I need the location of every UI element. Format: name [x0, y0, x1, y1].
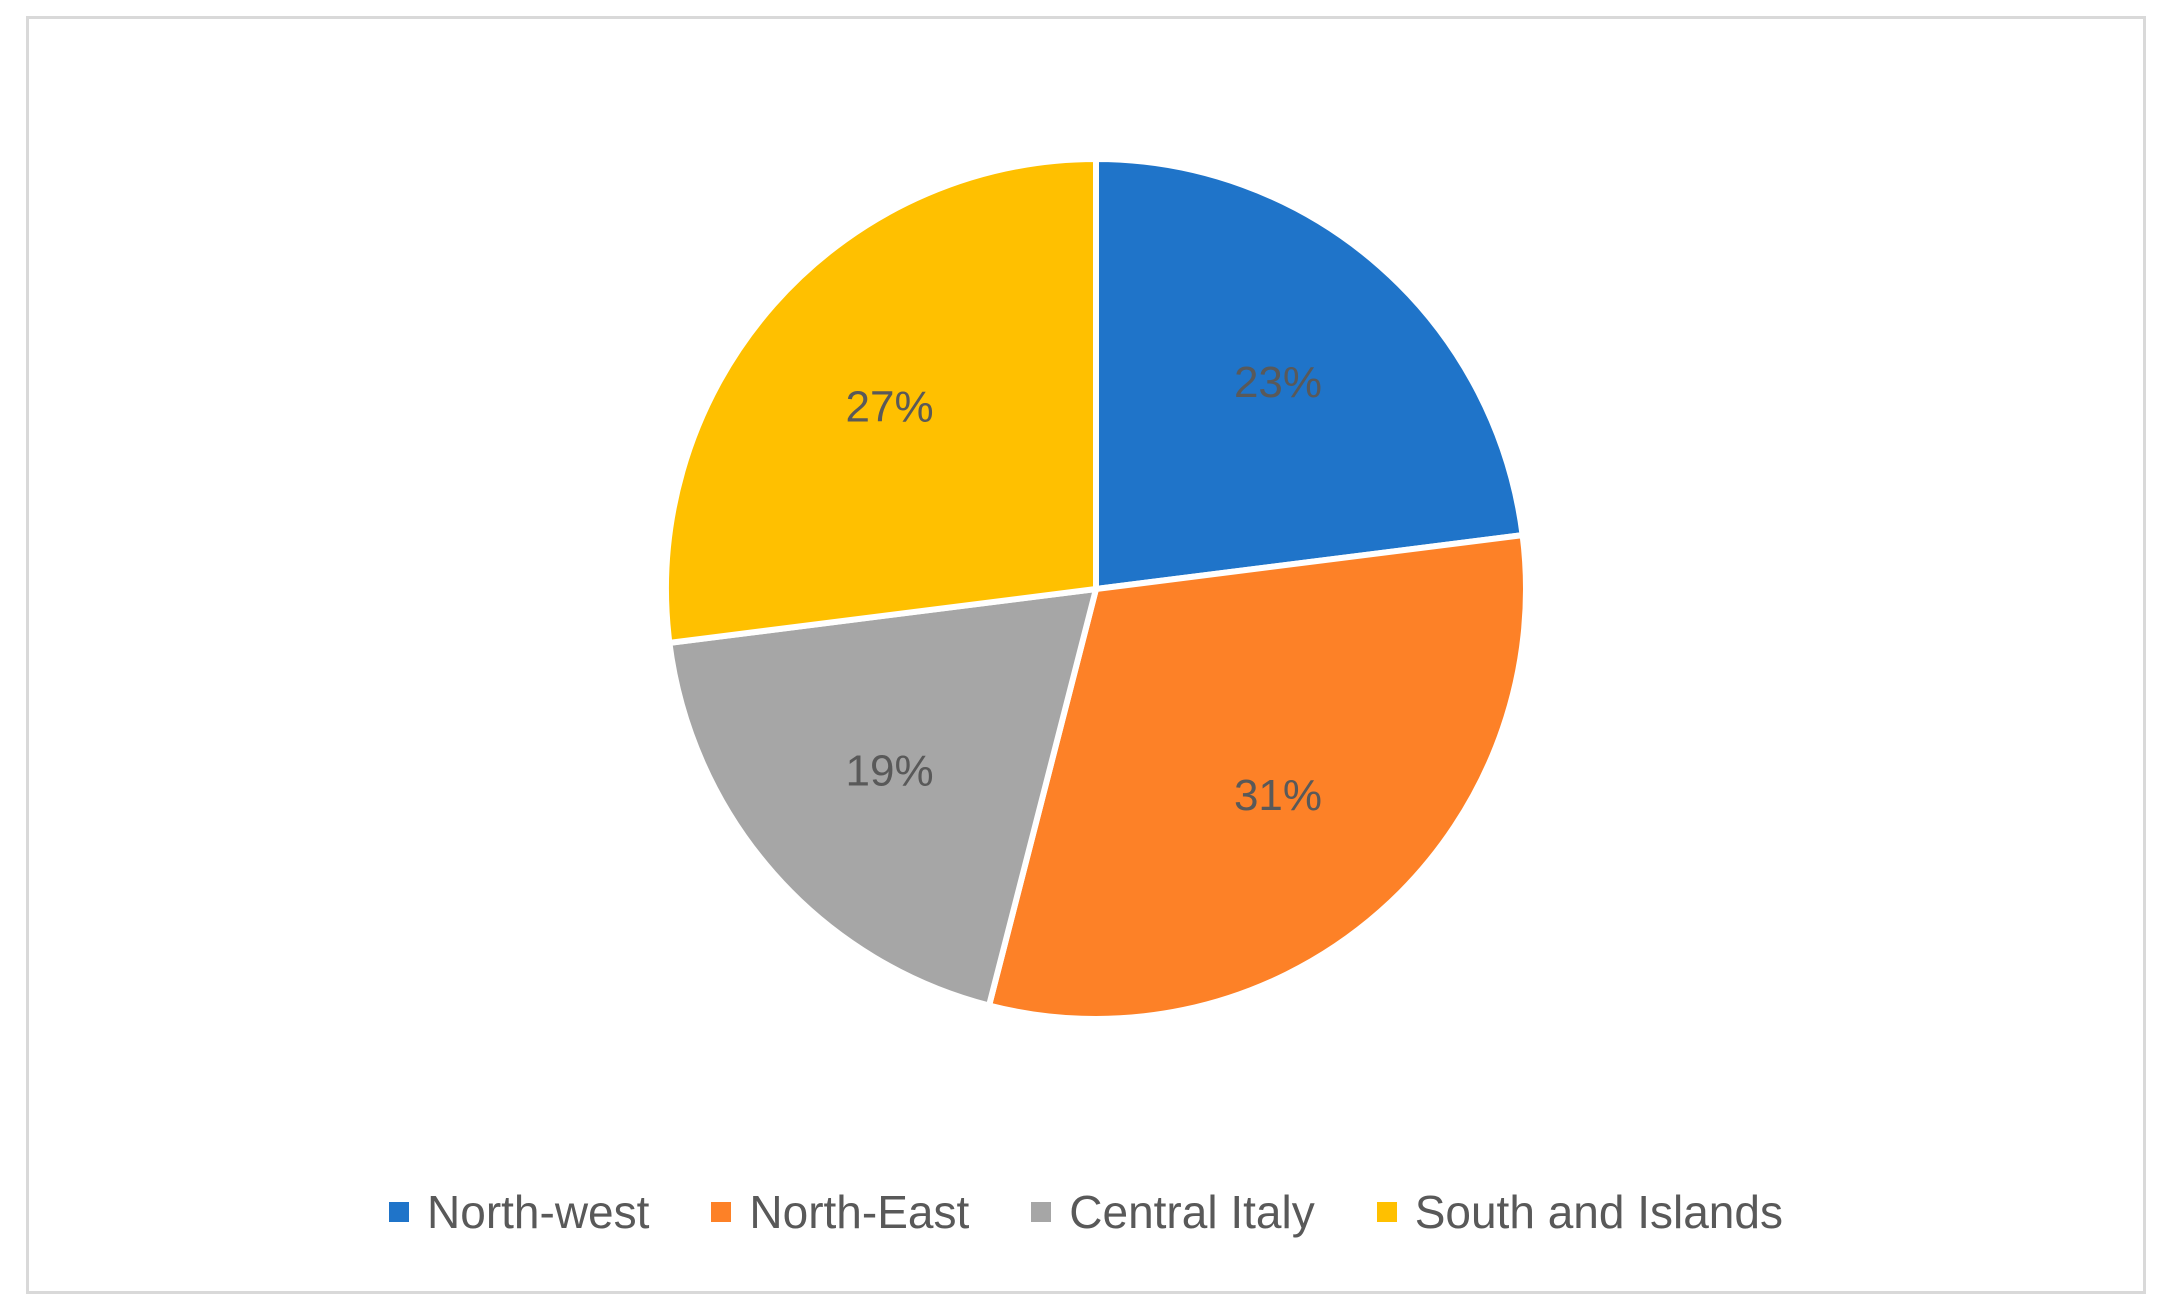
pie-slice-north-west: [1093, 156, 1526, 592]
legend-label: North-west: [427, 1186, 650, 1238]
legend-label: Central Italy: [1069, 1186, 1315, 1238]
data-label-north-west: 23%: [1234, 358, 1322, 407]
chart-area: 23% 31% 19% 27% North-west North-East Centr…: [26, 16, 2146, 1294]
data-label-south-and-islands: 27%: [846, 383, 934, 432]
pie-slice-south-and-islands: [663, 156, 1099, 646]
pie-slice-north-east: [986, 532, 1529, 1022]
legend-item-south-and-islands: South and Islands: [1376, 1185, 1783, 1239]
legend-swatch-south-and-islands: [1376, 1202, 1397, 1222]
legend-swatch-north-east: [711, 1202, 732, 1222]
legend-item-north-west: North-west: [389, 1185, 649, 1239]
legend-swatch-north-west: [389, 1202, 410, 1222]
legend-item-central-italy: Central Italy: [1031, 1185, 1315, 1239]
legend-swatch-central-italy: [1031, 1202, 1052, 1222]
legend-label: South and Islands: [1414, 1186, 1783, 1238]
legend: North-west North-East Central Italy Sout…: [29, 1185, 2143, 1239]
legend-label: North-East: [749, 1186, 970, 1238]
pie-chart: 23% 31% 19% 27%: [663, 156, 1529, 1022]
pie-slice-central-italy: [666, 586, 1099, 1009]
data-label-central-italy: 19%: [846, 746, 934, 795]
legend-item-north-east: North-East: [711, 1185, 969, 1239]
data-label-north-east: 31%: [1234, 771, 1322, 820]
